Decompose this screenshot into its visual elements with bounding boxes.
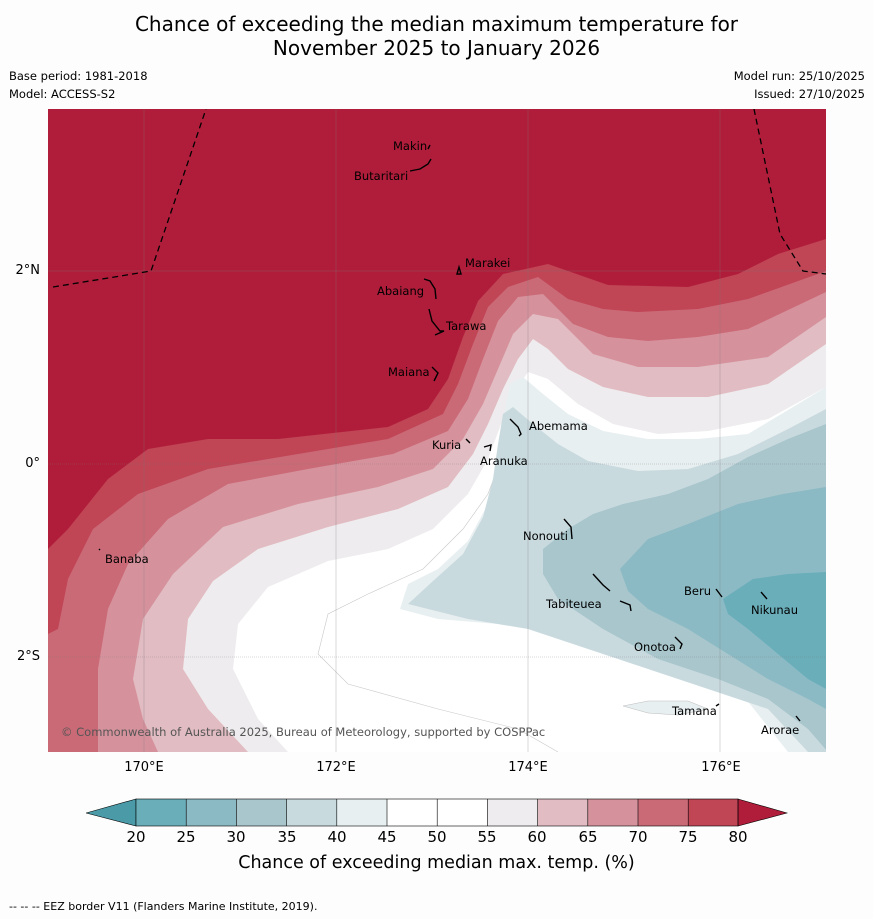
islands — [98, 144, 801, 722]
colorbar-tick: 60 — [527, 828, 547, 846]
colorbar-dividers — [135, 798, 739, 827]
colorbar-extend-high — [737, 798, 789, 827]
label-tabiteuea: Tabiteuea — [545, 597, 602, 611]
meta-left: Base period: 1981-2018 Model: ACCESS-S2 — [9, 67, 148, 103]
title-line-2: November 2025 to January 2026 — [272, 36, 601, 60]
base-period: Base period: 1981-2018 — [9, 69, 148, 83]
band-blob-tamana-outline — [622, 700, 709, 716]
colorbar-segment-65-70 — [587, 799, 638, 826]
place-labels: Makin Butaritari Marakei Abaiang Tarawa … — [105, 139, 799, 737]
island-nikunau — [760, 591, 768, 600]
label-marakei: Marakei — [465, 256, 510, 270]
eez-border-west — [52, 109, 207, 288]
colorbar-tick: 65 — [578, 828, 598, 846]
eez-border — [52, 109, 826, 288]
label-maiana: Maiana — [388, 365, 430, 379]
label-tamana: Tamana — [671, 704, 717, 718]
island-banaba — [98, 548, 101, 551]
island-nonouti — [563, 518, 573, 540]
colorbar-svg — [84, 798, 789, 827]
eez-footnote: -- -- -- EEZ border V11 (Flanders Marine… — [9, 900, 318, 913]
colorbar-label: Chance of exceeding median max. temp. (%… — [238, 853, 635, 873]
colorbar-tick: 40 — [327, 828, 347, 846]
model-run: Model run: 25/10/2025 — [733, 69, 865, 83]
island-makin — [427, 144, 431, 150]
lon-label-170e: 170°E — [124, 760, 164, 775]
label-tarawa: Tarawa — [445, 319, 486, 333]
colorbar-tick: 20 — [126, 828, 146, 846]
lon-label-174e: 174°E — [508, 760, 548, 775]
lon-label-176e: 176°E — [701, 760, 741, 775]
colorbar-segment-20-25 — [136, 799, 187, 826]
island-arorae — [795, 715, 801, 722]
title-line-1: Chance of exceeding the median maximum t… — [134, 12, 739, 36]
band-blob-tamana — [623, 701, 708, 715]
colorbar-tick: 50 — [427, 828, 447, 846]
label-nikunau: Nikunau — [751, 603, 798, 617]
label-nonouti: Nonouti — [523, 529, 568, 543]
colorbar-segment-50-55 — [437, 799, 488, 826]
island-aranuka — [483, 444, 492, 452]
lat-label-2s: 2°S — [16, 649, 40, 664]
label-arorae: Arorae — [761, 723, 799, 737]
colorbar-tick: 80 — [728, 828, 748, 846]
eez-border-east — [753, 109, 826, 275]
island-onotoa — [674, 636, 683, 650]
label-aranuka: Aranuka — [480, 454, 528, 468]
lat-label-2n: 2°N — [15, 263, 41, 278]
colorbar-tick: 35 — [277, 828, 297, 846]
colorbar-tick: 70 — [628, 828, 648, 846]
colorbar-extend-low — [84, 798, 137, 827]
island-beru — [715, 588, 723, 598]
colorbar-tick: 25 — [176, 828, 196, 846]
lon-label-172e: 172°E — [316, 760, 356, 775]
label-abemama: Abemama — [529, 419, 588, 433]
label-kuria: Kuria — [432, 438, 461, 452]
label-butaritari: Butaritari — [354, 169, 408, 183]
island-butaritari — [409, 158, 432, 172]
colorbar — [84, 798, 789, 828]
band-20-25 — [723, 572, 826, 689]
island-marakei — [456, 264, 462, 275]
island-tabiteuea — [592, 573, 611, 592]
island-tarawa — [428, 308, 445, 336]
model-name: Model: ACCESS-S2 — [9, 87, 116, 101]
colorbar-tick: 30 — [226, 828, 246, 846]
map-svg: Makin Butaritari Marakei Abaiang Tarawa … — [48, 109, 826, 752]
issued-date: Issued: 27/10/2025 — [754, 87, 865, 101]
label-banaba: Banaba — [105, 552, 149, 566]
gridlines — [48, 109, 826, 752]
forecast-map: Makin Butaritari Marakei Abaiang Tarawa … — [48, 109, 826, 752]
colorbar-segment-45-50 — [387, 799, 438, 826]
label-abaiang: Abaiang — [377, 284, 424, 298]
island-abaiang — [423, 278, 437, 300]
colorbar-tick: 45 — [377, 828, 397, 846]
colorbar-segment-60-65 — [537, 799, 588, 826]
island-abemama — [509, 418, 522, 437]
label-makin: Makin — [393, 139, 427, 153]
colorbar-segment-25-30 — [186, 799, 237, 826]
colorbar-segment-30-35 — [236, 799, 287, 826]
island-kuria — [465, 438, 471, 444]
map-title: Chance of exceeding the median maximum t… — [0, 12, 873, 60]
colorbar-segment-75-80 — [688, 799, 739, 826]
copyright-notice: © Commonwealth of Australia 2025, Bureau… — [61, 725, 545, 739]
meta-right: Model run: 25/10/2025 Issued: 27/10/2025 — [734, 67, 865, 103]
island-maiana — [431, 366, 439, 382]
colorbar-segment-70-75 — [638, 799, 689, 826]
lat-label-0: 0° — [25, 456, 40, 471]
label-onotoa: Onotoa — [634, 640, 676, 654]
colorbar-tick: 55 — [477, 828, 497, 846]
island-tamana — [715, 703, 720, 707]
colorbar-segment-55-60 — [487, 799, 538, 826]
island-tabiteuea-south — [619, 600, 632, 612]
label-beru: Beru — [684, 584, 711, 598]
band-25-30 — [620, 487, 826, 709]
colorbar-segment-35-40 — [286, 799, 337, 826]
colorbar-tick: 75 — [678, 828, 698, 846]
colorbar-segment-40-45 — [336, 799, 387, 826]
